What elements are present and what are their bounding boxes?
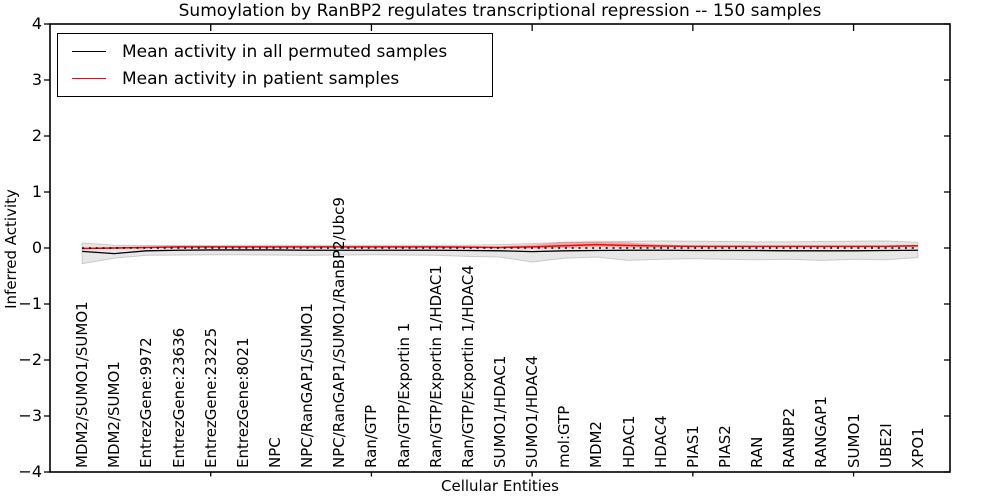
- legend-line-patient-sample: [72, 78, 106, 79]
- x-tick-label: RAN: [748, 436, 767, 468]
- x-tick-label: EntrezGene:8021: [233, 337, 252, 468]
- x-tick-label: SUMO1: [844, 413, 863, 468]
- y-tick-label: −4: [18, 462, 42, 481]
- legend-entry-patient: Mean activity in patient samples: [72, 66, 492, 92]
- y-tick-label: 4: [31, 14, 42, 33]
- permuted-mean-line: [82, 249, 918, 255]
- x-tick-label: MDM2/SUMO1: [105, 361, 124, 468]
- x-tick-label: HDAC4: [651, 415, 670, 468]
- x-tick-label: MDM2/SUMO1/SUMO1: [73, 301, 92, 468]
- x-tick-label: RANBP2: [780, 407, 799, 468]
- x-tick-label: NPC/RanGAP1/SUMO1/RanBP2/Ubc9: [330, 197, 349, 468]
- x-tick-label: Ran/GTP/Exportin 1: [394, 322, 413, 468]
- patient-mean-line: [82, 243, 918, 250]
- x-tick-label: EntrezGene:23225: [201, 327, 220, 468]
- x-tick-label: PIAS1: [683, 425, 702, 468]
- x-tick-label: mol:GTP: [555, 405, 574, 468]
- y-tick-label: 3: [31, 70, 42, 89]
- y-tick-label: 0: [31, 238, 42, 257]
- x-tick-label: UBE2I: [876, 423, 895, 468]
- x-tick-label: RANGAP1: [812, 396, 831, 468]
- x-tick-label: Ran/GTP: [362, 404, 381, 468]
- legend-label-permuted: Mean activity in all permuted samples: [122, 41, 448, 62]
- y-tick-label: 2: [31, 126, 42, 145]
- x-tick-label: PIAS2: [716, 425, 734, 468]
- x-tick-label: EntrezGene:9972: [137, 337, 156, 468]
- y-tick-label: −2: [18, 350, 42, 369]
- plot-border: [49, 23, 951, 473]
- x-tick-label: HDAC1: [619, 415, 638, 468]
- x-tick-label: XPO1: [908, 427, 927, 468]
- x-tick-label: MDM2: [587, 421, 606, 468]
- permuted-range-band: [81, 240, 919, 265]
- x-tick-label: NPC: [266, 437, 284, 468]
- x-tick-label: Ran/GTP/Exportin 1/HDAC4: [458, 265, 477, 468]
- x-axis-label: Cellular Entities: [441, 477, 559, 495]
- x-tick-label: SUMO1/HDAC4: [523, 355, 542, 468]
- y-tick-label: −1: [18, 294, 42, 313]
- legend-line-permuted-sample: [72, 51, 106, 52]
- x-tick-label: SUMO1/HDAC1: [491, 355, 509, 468]
- legend-label-patient: Mean activity in patient samples: [122, 68, 400, 89]
- y-tick-label: 1: [31, 182, 42, 201]
- y-tick-label: −3: [18, 406, 42, 425]
- legend-entry-permuted: Mean activity in all permuted samples: [72, 39, 492, 65]
- x-tick-label: Ran/GTP/Exportin 1/HDAC1: [426, 265, 445, 468]
- x-tick-label: NPC/RanGAP1/SUMO1: [298, 303, 317, 468]
- chart-title: Sumoylation by RanBP2 regulates transcri…: [178, 1, 822, 21]
- legend: Mean activity in all permuted samples Me…: [57, 33, 493, 97]
- x-tick-label: EntrezGene:23636: [169, 327, 188, 468]
